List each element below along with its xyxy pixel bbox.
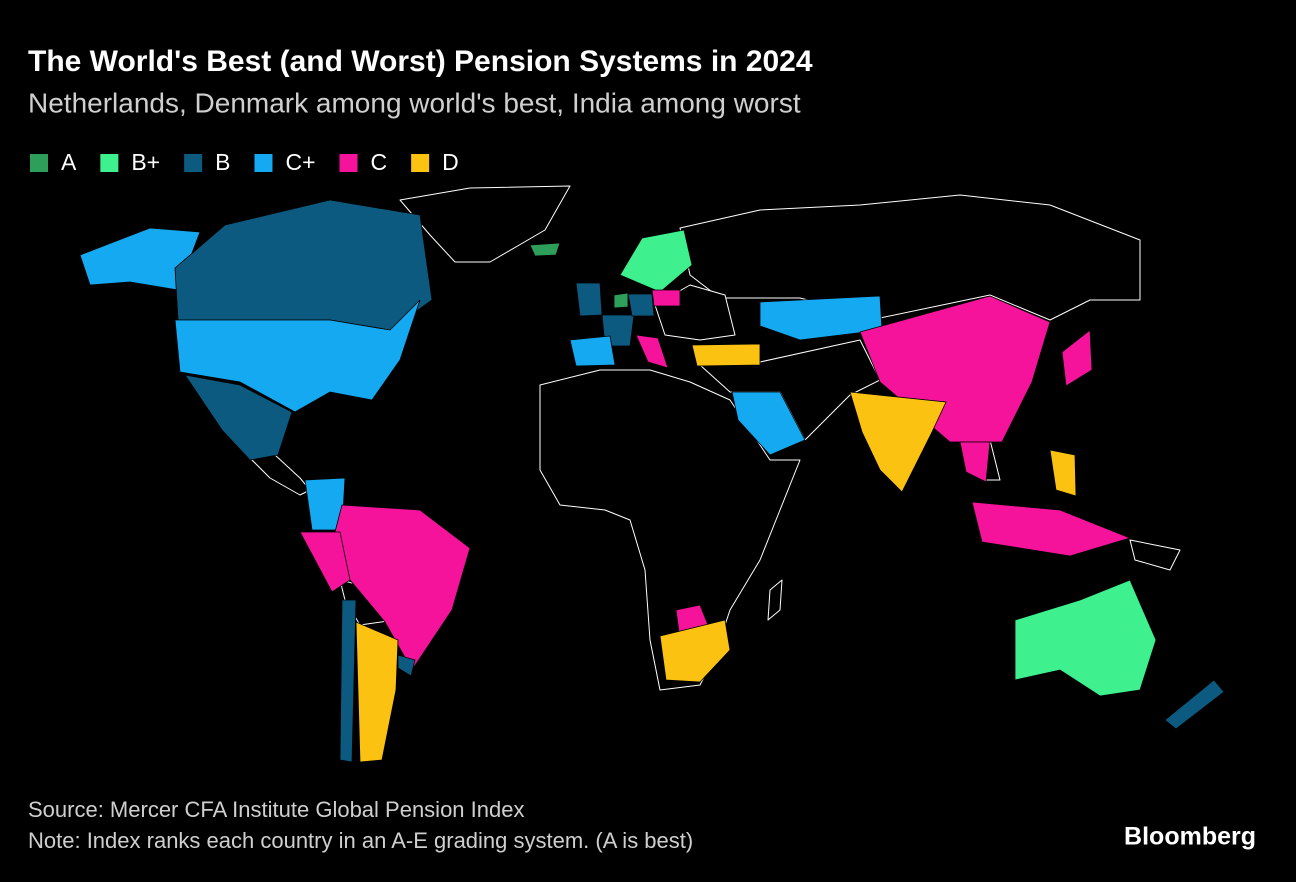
- australia: [1014, 579, 1157, 697]
- legend-label: B+: [131, 149, 160, 175]
- spain: [569, 335, 616, 367]
- madagascar: [767, 579, 783, 621]
- south-africa: [659, 619, 731, 683]
- mexico: [184, 374, 293, 461]
- philippines: [1049, 449, 1077, 497]
- saudi-arabia: [731, 391, 806, 456]
- uk: [575, 282, 603, 317]
- nordics: [619, 229, 693, 293]
- india: [849, 391, 947, 493]
- argentina: [355, 621, 399, 763]
- subtitle: Netherlands, Denmark among world's best,…: [28, 87, 801, 118]
- peru: [299, 531, 351, 593]
- poland: [651, 289, 681, 307]
- legend-swatch: [30, 154, 48, 172]
- note: Note: Index ranks each country in an A-E…: [28, 828, 693, 853]
- chile: [339, 599, 357, 763]
- world-map: [79, 185, 1225, 763]
- title: The World's Best (and Worst) Pension Sys…: [28, 45, 813, 78]
- italy: [635, 334, 669, 369]
- legend-swatch: [411, 154, 430, 172]
- legend: A B+ B C+ C D: [30, 149, 459, 175]
- germany: [627, 293, 655, 317]
- legend-swatch: [184, 154, 203, 172]
- papua: [1129, 539, 1181, 571]
- source: Source: Mercer CFA Institute Global Pens…: [28, 797, 524, 822]
- legend-label: C: [371, 149, 388, 175]
- usa: [174, 299, 421, 413]
- new-zealand: [1164, 679, 1225, 730]
- japan: [1061, 329, 1093, 387]
- legend-label: D: [442, 149, 459, 175]
- iceland: [529, 242, 561, 257]
- russia: [679, 194, 1141, 321]
- legend-label: B: [215, 149, 230, 175]
- thailand: [959, 441, 991, 483]
- netherlands: [613, 292, 629, 309]
- brand: Bloomberg: [1124, 823, 1256, 851]
- legend-swatch: [100, 154, 119, 172]
- turkey: [691, 343, 761, 367]
- greenland: [399, 185, 571, 263]
- legend-label: C+: [285, 149, 315, 175]
- legend-swatch: [254, 154, 273, 172]
- legend-label: A: [61, 149, 77, 175]
- legend-swatch: [339, 154, 358, 172]
- kazakhstan: [759, 295, 883, 341]
- uruguay: [397, 654, 416, 677]
- indonesia-malaysia: [971, 501, 1132, 557]
